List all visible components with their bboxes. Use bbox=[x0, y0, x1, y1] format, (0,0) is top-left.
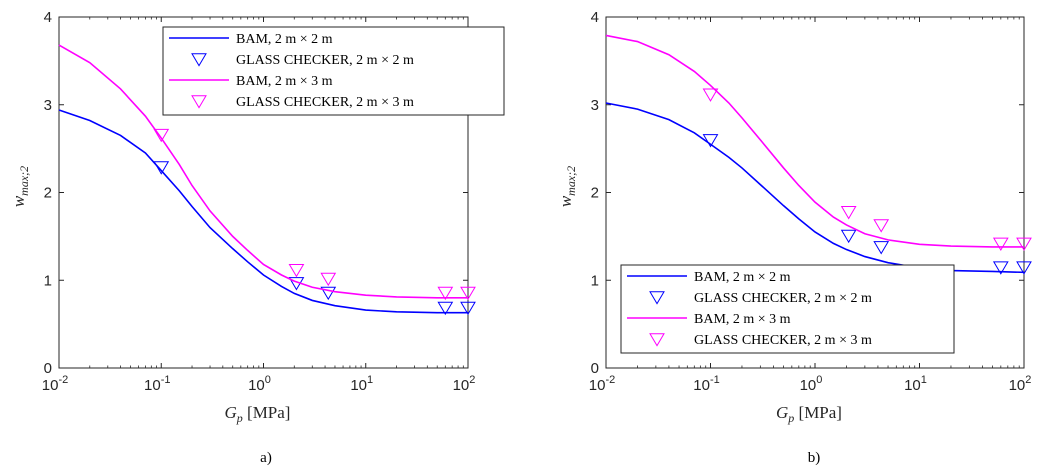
y-axis-label: wmax;2 bbox=[9, 166, 31, 207]
data-marker-1 bbox=[840, 229, 857, 244]
data-marker-1 bbox=[702, 134, 719, 148]
data-marker-1 bbox=[437, 301, 454, 316]
x-tick-label: 100 bbox=[248, 374, 271, 394]
legend-label: GLASS CHECKER, 2 m × 3 m bbox=[236, 95, 414, 110]
data-marker-1 bbox=[873, 241, 890, 255]
x-tick-label: 101 bbox=[904, 374, 927, 394]
x-tick-label: 102 bbox=[453, 374, 476, 394]
data-marker-3 bbox=[437, 286, 454, 301]
y-tick-label: 4 bbox=[44, 9, 52, 26]
legend-label: BAM, 2 m × 3 m bbox=[694, 312, 791, 327]
x-tick-label: 102 bbox=[1009, 374, 1032, 394]
y-tick-label: 2 bbox=[591, 185, 599, 202]
data-marker-3 bbox=[840, 206, 857, 220]
data-marker-3 bbox=[460, 286, 476, 301]
panel-caption: a) bbox=[260, 450, 272, 466]
chart-panel-b: 10-2 10-1 100 101 102 0 1 2 3 4 Gp [MPa] wmax;2 BAM,… bbox=[556, 9, 1032, 466]
y-tick-label: 3 bbox=[591, 97, 599, 114]
y-tick-label: 3 bbox=[44, 97, 52, 114]
series-line-2 bbox=[605, 34, 1024, 248]
legend: BAM, 2 m × 2 m GLASS CHECKER, 2 m × 2 m BA… bbox=[620, 264, 955, 354]
legend-marker-swatch bbox=[649, 333, 665, 347]
y-tick-label: 1 bbox=[44, 272, 52, 289]
x-tick-label: 10-2 bbox=[42, 374, 68, 394]
x-tick-label: 10-1 bbox=[693, 374, 719, 394]
y-tick-label: 0 bbox=[44, 360, 52, 377]
data-marker-3 bbox=[288, 263, 305, 278]
x-axis-label: Gp [MPa] bbox=[776, 403, 842, 425]
data-marker-3 bbox=[702, 88, 719, 102]
x-tick-label: 10-2 bbox=[589, 374, 615, 394]
y-tick-label: 0 bbox=[591, 360, 599, 377]
x-tick-label: 100 bbox=[800, 374, 823, 394]
data-marker-1 bbox=[460, 301, 476, 316]
y-tick-label: 4 bbox=[591, 9, 599, 26]
y-axis-label: wmax;2 bbox=[556, 166, 578, 207]
data-marker-3 bbox=[992, 237, 1009, 252]
data-marker-1 bbox=[992, 261, 1009, 275]
legend-marker-swatch bbox=[191, 53, 207, 67]
series-line-2 bbox=[58, 44, 468, 299]
legend-marker-swatch bbox=[649, 291, 665, 305]
legend-label: BAM, 2 m × 2 m bbox=[236, 32, 333, 47]
legend-label: GLASS CHECKER, 2 m × 2 m bbox=[236, 53, 414, 68]
panel-caption: b) bbox=[808, 450, 821, 466]
x-axis-label: Gp [MPa] bbox=[225, 403, 291, 425]
y-tick-label: 1 bbox=[591, 272, 599, 289]
legend: BAM, 2 m × 2 m GLASS CHECKER, 2 m × 2 m BA… bbox=[162, 26, 505, 116]
y-tick-label: 2 bbox=[44, 185, 52, 202]
x-tick-label: 10-1 bbox=[144, 374, 170, 394]
legend-marker-swatch bbox=[191, 95, 207, 109]
series-line-0 bbox=[58, 109, 468, 314]
legend-label: GLASS CHECKER, 2 m × 2 m bbox=[694, 291, 872, 306]
data-marker-3 bbox=[1016, 237, 1032, 252]
legend-label: BAM, 2 m × 3 m bbox=[236, 74, 333, 89]
data-marker-1 bbox=[153, 161, 170, 175]
data-marker-1 bbox=[1016, 261, 1032, 275]
data-marker-3 bbox=[153, 128, 170, 143]
chart-panel-a: 10-2 10-1 100 101 102 0 1 2 3 4 Gp [MPa] wmax;2 BAM,… bbox=[9, 9, 505, 466]
data-marker-3 bbox=[873, 219, 890, 233]
legend-box bbox=[162, 26, 505, 116]
data-marker-1 bbox=[320, 286, 337, 301]
legend-box bbox=[620, 264, 955, 354]
x-tick-label: 101 bbox=[350, 374, 373, 394]
legend-label: BAM, 2 m × 2 m bbox=[694, 270, 791, 285]
data-marker-3 bbox=[320, 272, 337, 287]
legend-label: GLASS CHECKER, 2 m × 3 m bbox=[694, 333, 872, 348]
